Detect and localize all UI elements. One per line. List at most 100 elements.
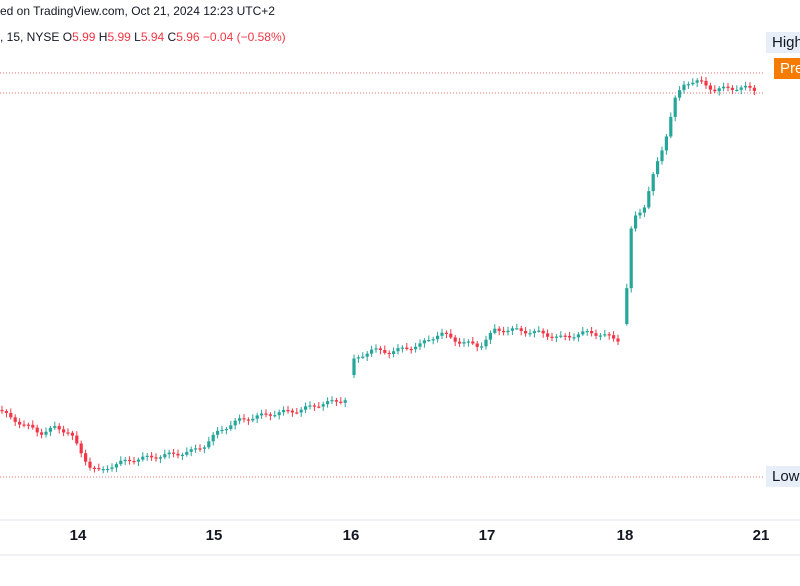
candle-body-1 <box>4 411 8 413</box>
candle-body-169 <box>752 87 756 91</box>
candle-body-29 <box>128 459 132 462</box>
candle-body-87 <box>387 352 391 355</box>
candle-body-111 <box>493 328 497 333</box>
candle-body-53 <box>233 420 237 426</box>
candle-body-40 <box>176 453 180 456</box>
high-value: 5.99 <box>107 30 131 44</box>
candle-body-47 <box>207 441 211 448</box>
candle-body-154 <box>686 84 690 86</box>
candle-body-67 <box>295 412 299 414</box>
candle-body-156 <box>695 80 699 83</box>
candle-body-163 <box>726 86 730 88</box>
candle-body-107 <box>475 343 479 347</box>
candle-body-122 <box>541 330 545 334</box>
candle-body-18 <box>79 443 83 454</box>
candle-body-124 <box>550 336 554 338</box>
candle-body-57 <box>251 418 255 421</box>
candle-body-89 <box>396 348 400 352</box>
candle-body-110 <box>488 332 492 340</box>
candle-body-78 <box>343 400 347 403</box>
candle-body-3 <box>13 417 17 422</box>
candle-body-168 <box>748 85 752 88</box>
x-tick-label: 17 <box>479 527 496 544</box>
candle-body-4 <box>18 421 22 425</box>
candle-body-59 <box>260 413 264 416</box>
x-tick-label: 21 <box>753 527 770 544</box>
ohlc-legend: , 15, NYSE O5.99 H5.99 L5.94 C5.96 −0.04… <box>0 30 286 44</box>
candle-body-19 <box>84 453 88 462</box>
candle-body-160 <box>713 89 717 92</box>
candle-body-13 <box>57 426 61 430</box>
candle-body-86 <box>383 350 387 353</box>
candle-body-120 <box>532 331 536 334</box>
candle-body-37 <box>163 454 167 458</box>
candle-body-5 <box>22 424 26 426</box>
candle-body-35 <box>154 457 158 459</box>
candle-body-61 <box>268 414 272 416</box>
premarket-badge: Pre <box>774 58 800 79</box>
candle-body-151 <box>673 97 677 117</box>
x-tick-label: 14 <box>70 527 87 544</box>
candle-body-108 <box>480 346 484 348</box>
candle-body-81 <box>361 356 365 358</box>
candle-body-38 <box>167 452 171 455</box>
candle-body-159 <box>708 85 712 90</box>
candle-body-112 <box>497 328 501 331</box>
candle-body-98 <box>436 335 440 340</box>
candle-body-130 <box>576 334 580 338</box>
candle-body-16 <box>70 432 74 436</box>
candle-body-106 <box>471 341 475 344</box>
candle-body-88 <box>392 351 396 354</box>
candle-body-95 <box>422 340 426 344</box>
candle-body-48 <box>211 434 215 442</box>
candle-body-23 <box>101 469 105 471</box>
candle-body-137 <box>607 334 611 336</box>
candle-body-75 <box>330 400 334 402</box>
candle-body-63 <box>277 412 281 416</box>
candle-body-15 <box>66 432 70 434</box>
x-tick-label: 18 <box>617 527 634 544</box>
chart-header: ed on TradingView.com, Oct 21, 2024 12:2… <box>0 4 275 18</box>
candle-body-45 <box>198 448 202 450</box>
candle-body-65 <box>286 410 290 412</box>
candle-body-115 <box>510 328 514 331</box>
candle-body-158 <box>704 80 708 86</box>
candle-body-91 <box>405 347 409 349</box>
candle-body-131 <box>581 331 585 335</box>
candle-body-148 <box>660 150 664 162</box>
candle-body-20 <box>88 461 92 468</box>
candle-body-42 <box>185 451 189 455</box>
candle-body-80 <box>356 357 360 359</box>
candle-body-28 <box>123 459 127 462</box>
candle-body-68 <box>299 409 303 413</box>
candle-body-103 <box>458 341 462 344</box>
candle-body-121 <box>537 330 541 332</box>
candle-body-64 <box>282 410 286 413</box>
candle-body-133 <box>590 331 594 334</box>
candle-body-27 <box>119 460 123 465</box>
candle-body-14 <box>62 429 66 433</box>
candle-body-129 <box>572 337 576 339</box>
candle-body-66 <box>290 410 294 413</box>
low-value: 5.94 <box>140 30 165 44</box>
candle-body-149 <box>664 136 668 151</box>
candle-body-142 <box>634 215 638 229</box>
candle-body-105 <box>466 341 470 343</box>
candle-body-167 <box>744 85 748 88</box>
candle-body-70 <box>308 405 312 407</box>
candle-body-21 <box>92 467 96 469</box>
candle-body-69 <box>304 406 308 410</box>
candle-body-164 <box>730 87 734 90</box>
candle-body-93 <box>414 346 418 350</box>
candle-body-25 <box>110 467 114 469</box>
candle-body-128 <box>568 335 572 338</box>
candle-body-85 <box>378 348 382 351</box>
candle-body-104 <box>462 342 466 344</box>
candle-body-9 <box>40 432 44 435</box>
candle-body-76 <box>334 400 338 402</box>
candle-body-31 <box>136 459 140 462</box>
candle-body-140 <box>625 288 629 324</box>
candle-body-33 <box>145 455 149 457</box>
candle-body-41 <box>180 454 184 456</box>
